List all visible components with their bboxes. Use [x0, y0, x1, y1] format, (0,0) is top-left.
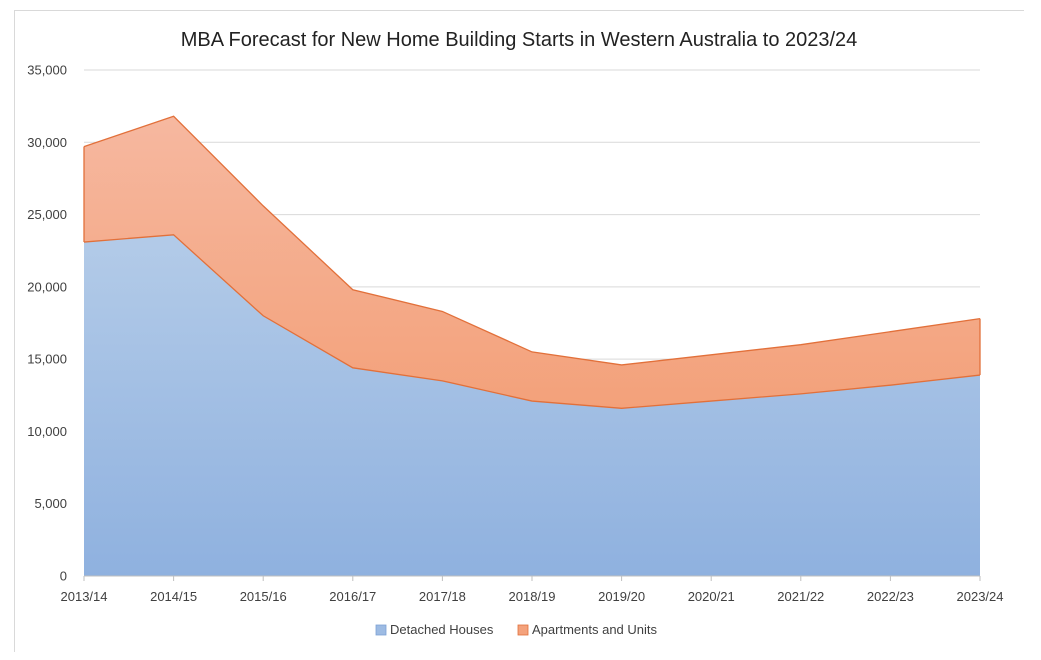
- x-tick-label: 2013/14: [61, 589, 108, 604]
- plot-areas: [83, 115, 981, 576]
- legend-swatch-apartments-and-units: [517, 624, 529, 636]
- area-apartments-and-units: [84, 116, 980, 409]
- y-tick-label: 10,000: [27, 424, 67, 439]
- x-tick-label: 2018/19: [509, 589, 556, 604]
- y-tick-label: 30,000: [27, 135, 67, 150]
- chart-title: MBA Forecast for New Home Building Start…: [181, 29, 858, 51]
- x-tick-label: 2022/23: [867, 589, 914, 604]
- legend-label-apartments-and-units: Apartments and Units: [532, 622, 658, 637]
- y-tick-label: 0: [60, 569, 67, 584]
- legend-label-detached-houses: Detached Houses: [390, 622, 494, 637]
- x-tick-label: 2020/21: [688, 589, 735, 604]
- x-tick-label: 2023/24: [957, 589, 1004, 604]
- y-tick-label: 20,000: [27, 279, 67, 294]
- axes: [83, 575, 981, 581]
- line-houses-boundary: [83, 234, 981, 409]
- line-total-top: [83, 115, 981, 366]
- chart-frame: [14, 10, 1024, 652]
- x-tick-label: 2016/17: [329, 589, 376, 604]
- x-tick-label: 2015/16: [240, 589, 287, 604]
- area-detached-houses: [84, 234, 980, 576]
- y-axis-tick-labels: 0 5,000 10,000 15,000 20,000 25,000 30,000 35,0…: [27, 63, 67, 584]
- x-tick-label: 2021/22: [777, 589, 824, 604]
- legend: Detached Houses Apartments and Units: [375, 622, 658, 637]
- x-axis-tick-labels: 2013/14 2014/15 2015/16 2016/17 2017/18 2018/…: [61, 589, 1004, 604]
- y-tick-label: 35,000: [27, 63, 67, 78]
- x-tick-label: 2019/20: [598, 589, 645, 604]
- y-tick-label: 15,000: [27, 352, 67, 367]
- legend-swatch-detached-houses: [375, 624, 387, 636]
- y-tick-label: 5,000: [34, 496, 67, 511]
- x-tick-label: 2017/18: [419, 589, 466, 604]
- y-tick-label: 25,000: [27, 207, 67, 222]
- x-tick-label: 2014/15: [150, 589, 197, 604]
